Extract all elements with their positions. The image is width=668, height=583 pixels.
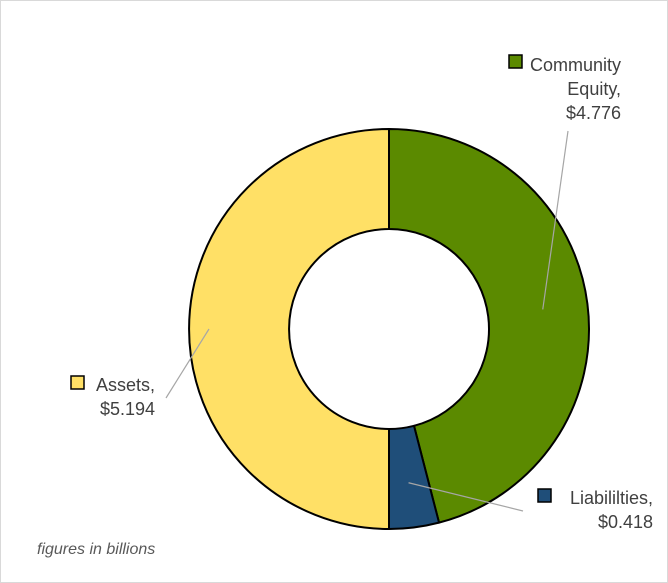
leader-lines-group bbox=[165, 130, 569, 512]
data-label-liabililties-line-2: $0.418 bbox=[598, 512, 653, 532]
leader-line-assets bbox=[165, 328, 210, 399]
footnote: figures in billions bbox=[37, 541, 156, 558]
data-label-liabililties-line-1: Liabililties, bbox=[570, 488, 653, 508]
slice-assets bbox=[188, 128, 390, 530]
data-label-assets-line-1: Assets, bbox=[96, 375, 155, 395]
legend-key-assets bbox=[70, 375, 85, 390]
data-label-community-equity-line-2: Equity, bbox=[567, 79, 621, 99]
slice-community-equity bbox=[388, 128, 590, 524]
data-label-community-equity-line-3: $4.776 bbox=[566, 103, 621, 123]
legend-key-community-equity bbox=[508, 54, 523, 69]
leader-line-community-equity bbox=[542, 130, 569, 310]
slices-group bbox=[188, 128, 590, 530]
legend-key-liabililties bbox=[537, 488, 552, 503]
data-label-community-equity-line-1: Community bbox=[530, 55, 621, 75]
leader-line-liabililties bbox=[408, 482, 524, 512]
labels-group: Community Equity, $4.776 Liabililties, $0.41… bbox=[70, 54, 653, 532]
data-label-assets-line-2: $5.194 bbox=[100, 399, 155, 419]
